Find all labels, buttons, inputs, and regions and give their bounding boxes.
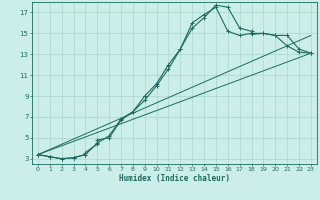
X-axis label: Humidex (Indice chaleur): Humidex (Indice chaleur) — [119, 174, 230, 183]
